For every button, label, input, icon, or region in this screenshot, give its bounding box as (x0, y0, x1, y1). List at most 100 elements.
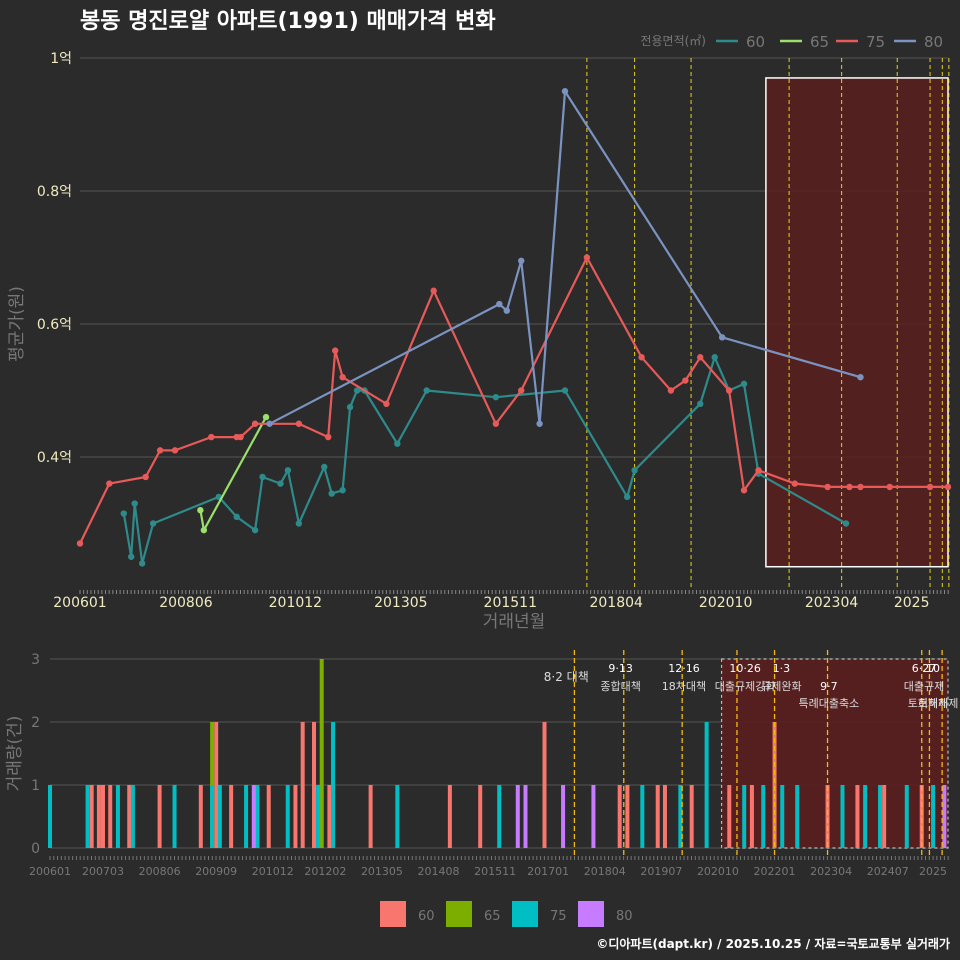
event-date: 10 (926, 662, 940, 675)
data-point-60 (353, 387, 361, 394)
data-point-75 (331, 347, 339, 354)
volume-bar-75 (85, 785, 90, 848)
volume-bar-60 (368, 785, 373, 848)
volume-bar-60 (96, 785, 101, 848)
legend-label-80: 80 (924, 33, 943, 51)
volume-bar-60 (327, 785, 332, 848)
footer-credit: ©디아파트(dapt.kr) / 2025.10.25 / 자료=국토교통부 실… (596, 936, 950, 951)
data-point-75 (492, 420, 500, 427)
data-point-60 (740, 380, 748, 388)
data-point-75 (846, 483, 853, 491)
event-label: 특례대출축소 (799, 697, 860, 710)
top-legend: 전용면적(㎡) 60 65 75 80 (640, 33, 943, 51)
legend-label-75: 75 (550, 909, 567, 924)
chart-title: 봉동 명진로얄 아파트(1991) 매매가격 변화 (80, 9, 496, 34)
x-tick-label: 200601 (53, 595, 106, 611)
data-point-60 (138, 560, 146, 567)
data-point-75 (944, 483, 952, 491)
volume-bar-75 (761, 785, 766, 848)
volume-bar-60 (89, 785, 94, 848)
volume-bar-60 (689, 785, 694, 848)
data-point-75 (106, 480, 113, 487)
bottom-volume-panel: 0 1 2 3 8·2 대책 9·13 종합대책 12·16 18차대책 10·26 대출규제강화 1… (5, 650, 958, 878)
data-point-60 (339, 487, 346, 494)
y-tick-label: 0.4억 (37, 450, 72, 466)
volume-bar-60 (447, 785, 452, 848)
y-tick-label: 0 (31, 841, 40, 857)
data-point-75 (156, 447, 164, 454)
data-point-80 (561, 88, 569, 95)
x-tick-label: 201701 (527, 865, 569, 878)
x-axis-title: 거래년월 (483, 612, 546, 632)
volume-bar-60 (772, 722, 777, 848)
volume-bar-60 (100, 785, 105, 848)
data-point-60 (149, 520, 157, 527)
volume-bar-75 (244, 785, 249, 848)
volume-bar-75 (878, 785, 883, 848)
data-point-60 (842, 520, 850, 527)
data-point-75 (682, 377, 689, 384)
legend-label-65: 65 (810, 33, 829, 51)
volume-bar-80 (251, 785, 256, 848)
legend-label-65: 65 (484, 909, 501, 924)
volume-bar-75 (780, 785, 785, 848)
volume-bar-80 (523, 785, 528, 848)
data-point-60 (251, 526, 259, 534)
data-point-65 (197, 507, 204, 514)
y-tick-label: 2 (31, 715, 40, 731)
volume-bar-80 (561, 785, 566, 848)
data-point-75 (697, 354, 704, 361)
volume-bar-60 (266, 785, 271, 848)
volume-bar-75 (742, 785, 747, 848)
event-date: 9·13 (608, 662, 633, 675)
data-point-75 (208, 433, 215, 441)
data-point-60 (492, 393, 500, 401)
top-price-panel: 0.4억 0.6억 0.8억 1억 200601 200806 201012 201305 20… (7, 51, 952, 632)
volume-bar-75 (840, 785, 845, 848)
x-tick-label: 200703 (82, 865, 124, 878)
x-tick-label: 200806 (159, 595, 213, 611)
event-date: 10·26 (729, 662, 761, 675)
data-point-80 (496, 300, 503, 308)
volume-bar-60 (882, 785, 887, 848)
volume-bar-60 (157, 785, 162, 848)
data-point-80 (518, 257, 525, 265)
volume-bar-60 (855, 785, 860, 848)
data-point-60 (394, 440, 401, 447)
legend-label-60: 60 (418, 909, 435, 924)
x-tick-label: 2025 (894, 595, 930, 611)
series-line-60 (122, 356, 847, 565)
volume-bar-75 (217, 785, 222, 848)
y-tick-label: 3 (31, 652, 40, 668)
volume-bar-60 (198, 785, 203, 848)
volume-bar-75 (48, 785, 52, 848)
volume-bar-60 (542, 722, 547, 848)
legend-swatch-75 (512, 901, 538, 927)
volume-bar-80 (515, 785, 520, 848)
volume-bar-75 (795, 785, 800, 848)
data-point-60 (259, 473, 266, 481)
x-tick-label: 200601 (29, 865, 71, 878)
x-tick-label: 200909 (195, 865, 237, 878)
volume-bar-75 (285, 785, 290, 848)
volume-bar-75 (863, 785, 868, 848)
data-point-60 (321, 463, 328, 471)
legend-swatch-65 (446, 901, 472, 927)
volume-bar-75 (130, 785, 135, 848)
x-tick-label: 201408 (418, 865, 460, 878)
y-tick-label: 0.6억 (37, 317, 72, 333)
volume-bar-75 (395, 785, 400, 848)
volume-bar-75 (316, 785, 321, 848)
legend-label-75: 75 (866, 33, 885, 51)
data-point-75 (740, 487, 748, 494)
volume-bar-65 (319, 659, 324, 848)
volume-bar-60 (727, 785, 732, 848)
volume-bar-80 (942, 785, 947, 848)
volume-bar-75 (210, 785, 215, 848)
x-tick-label: 201202 (304, 865, 346, 878)
volume-bar-60 (478, 785, 483, 848)
event-date: 9·7 (820, 680, 838, 693)
legend-swatch-80 (578, 901, 604, 927)
highlight-region (720, 658, 949, 849)
